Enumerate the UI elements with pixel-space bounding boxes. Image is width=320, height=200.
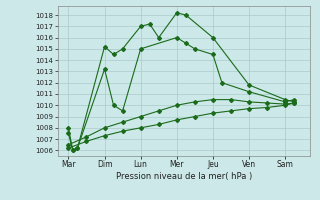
X-axis label: Pression niveau de la mer( hPa ): Pression niveau de la mer( hPa ) [116,172,252,181]
